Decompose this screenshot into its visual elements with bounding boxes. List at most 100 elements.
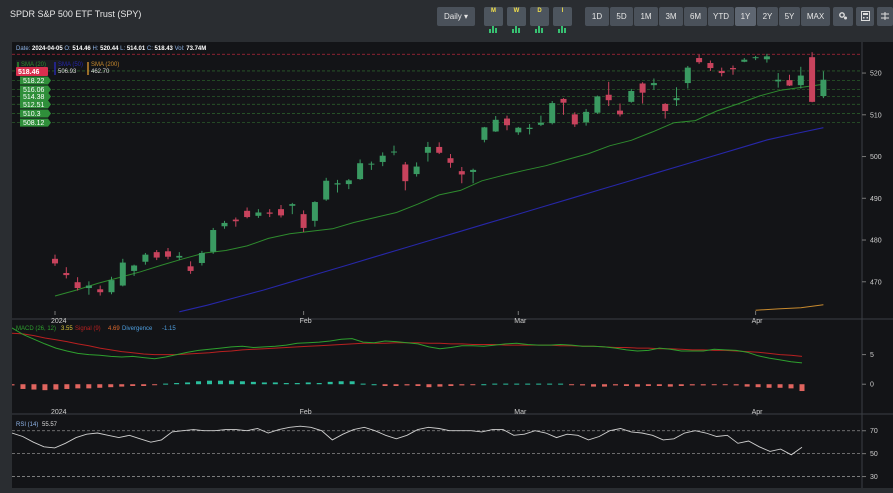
candle: [52, 258, 58, 264]
volume-label: Vol:: [174, 46, 185, 52]
candle: [391, 151, 397, 153]
legend-value: 3.55: [61, 326, 73, 332]
divergence-bar: [580, 384, 586, 386]
legend-name: Signal (9): [75, 326, 101, 332]
divergence-bar: [799, 384, 805, 392]
range-button-1d[interactable]: 1D: [585, 7, 609, 26]
candle: [718, 70, 725, 74]
candle: [266, 212, 273, 214]
divergence-bar: [503, 383, 509, 385]
divergence-bar: [86, 384, 92, 389]
divergence-bar: [316, 383, 322, 385]
divergence-bar: [623, 384, 629, 386]
divergence-bar: [53, 384, 59, 390]
stock-chart[interactable]: 47048049050051052020242024FebFebMarMarAp…: [9, 42, 893, 488]
candle: [763, 56, 770, 60]
divergence-bar: [75, 384, 81, 389]
intraday-interval-button[interactable]: I: [553, 7, 572, 52]
divergence-bar: [283, 383, 289, 385]
ohlc-info: Date: 2024-04-05 O: 514.46 H: 520.44 L: …: [16, 46, 206, 53]
divergence-bar: [788, 384, 794, 389]
level-tag: [20, 100, 51, 109]
range-button-5y[interactable]: 5Y: [779, 7, 800, 26]
x-tick-label: Mar: [514, 318, 527, 325]
candle: [108, 280, 115, 293]
candle: [165, 251, 171, 257]
divergence-bar: [689, 384, 695, 386]
divergence-bar: [393, 384, 399, 386]
x-tick-label: Apr: [752, 318, 764, 325]
legend-value: 462.70: [91, 69, 110, 75]
y-tick-label: 510: [870, 112, 882, 119]
range-button-3m[interactable]: 3M: [659, 7, 683, 26]
candle: [628, 90, 635, 102]
range-button-6m[interactable]: 6M: [684, 7, 707, 26]
range-button-ytd[interactable]: YTD: [708, 7, 734, 26]
interval-label: D: [537, 8, 542, 14]
candle: [74, 282, 81, 289]
divergence-bar: [656, 384, 662, 386]
interval-label: M: [491, 8, 496, 14]
divergence-bar: [130, 384, 136, 386]
divergence-bar: [196, 381, 202, 385]
divergence-bar: [558, 383, 564, 385]
level-tag-label: 514.38: [23, 94, 45, 101]
page-title: SPDR S&P 500 ETF Trust (SPY): [10, 9, 142, 19]
range-button-1m[interactable]: 1M: [634, 7, 658, 26]
level-tag: [20, 92, 51, 101]
candle: [639, 83, 646, 93]
candle: [786, 80, 793, 86]
candle: [583, 111, 590, 123]
daily-interval-button[interactable]: D: [530, 7, 549, 52]
candle: [673, 98, 680, 101]
low-value: 514.01: [126, 46, 146, 52]
divergence-bar: [514, 383, 520, 385]
candle: [334, 183, 341, 185]
candle: [142, 254, 149, 262]
monthly-interval-button[interactable]: M: [484, 7, 503, 52]
candle: [345, 180, 352, 185]
calculator-button[interactable]: [856, 7, 874, 26]
candle: [696, 58, 703, 63]
divergence-bar: [755, 384, 761, 388]
divergence-bar: [744, 384, 750, 387]
y-tick-label: 480: [870, 238, 882, 245]
candle: [492, 119, 499, 132]
range-button-max[interactable]: MAX: [801, 7, 830, 26]
divergence-bar: [239, 381, 245, 385]
y-tick-label: 490: [870, 196, 882, 203]
candle: [526, 127, 533, 129]
range-button-1y[interactable]: 1Y: [735, 7, 756, 26]
divergence-bar: [437, 384, 443, 387]
candle: [300, 214, 307, 228]
candle: [775, 79, 782, 82]
divergence-bar: [470, 384, 476, 386]
candle: [210, 230, 217, 252]
price-tag-label: 518.46: [18, 69, 40, 76]
weekly-interval-button[interactable]: W: [507, 7, 526, 52]
candle: [244, 210, 251, 218]
candle: [560, 98, 567, 103]
x-tick-label: Feb: [300, 318, 312, 325]
divergence-bar: [174, 383, 180, 385]
close-value: 518.43: [154, 46, 173, 52]
low-label: L:: [120, 46, 126, 52]
candle: [481, 127, 488, 140]
candle: [85, 285, 92, 289]
range-button-2y[interactable]: 2Y: [757, 7, 778, 26]
divergence-bar: [250, 381, 256, 385]
interval-dropdown[interactable]: Daily ▾: [437, 7, 475, 26]
level-tag: [20, 76, 51, 85]
divergence-bar: [64, 384, 70, 389]
range-button-5d[interactable]: 5D: [610, 7, 633, 26]
candle: [379, 155, 386, 162]
compare-button[interactable]: [877, 7, 893, 26]
settings-button[interactable]: [833, 7, 853, 26]
legend-name: SMA (50): [58, 62, 83, 68]
candle: [504, 118, 510, 126]
chart-area[interactable]: 470 480 490 500 510 520 2024 2024 Feb Feb Mar Mar Ap…: [9, 42, 893, 488]
bar-chart-icon: [534, 14, 545, 52]
candle: [549, 103, 556, 124]
candle: [447, 158, 454, 163]
candle: [311, 202, 318, 221]
